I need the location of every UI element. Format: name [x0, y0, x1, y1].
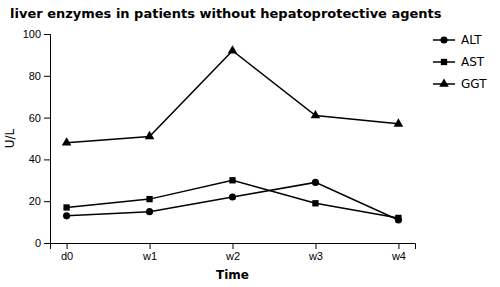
x-tick: w2: [225, 243, 240, 262]
marks: [62, 45, 403, 223]
point: [229, 177, 235, 183]
y-tick-label: 80: [29, 70, 41, 82]
x-tick-label: w2: [225, 250, 240, 262]
legend-symbol: [441, 59, 447, 65]
y-tick-mark: [44, 76, 50, 77]
y-tick: 0: [35, 237, 50, 249]
x-tick-label: w1: [142, 250, 157, 262]
point: [395, 215, 401, 221]
y-tick-mark: [44, 201, 50, 202]
legend-item: AST: [433, 55, 485, 69]
y-axis-line: [44, 35, 51, 244]
legend: ALT AST GGT: [433, 33, 487, 91]
point: [229, 193, 236, 200]
point: [145, 131, 155, 139]
x-tick: d0: [61, 243, 73, 262]
y-axis: 0 20 40 60 80 100: [23, 28, 51, 249]
y-tick-label: 40: [29, 153, 41, 165]
x-tick-mark: [233, 243, 234, 249]
x-tick-mark: [315, 243, 316, 249]
x-tick: w4: [391, 243, 406, 262]
title: liver enzymes in patients without hepato…: [10, 6, 442, 21]
y-tick: 80: [29, 70, 50, 82]
x-axis-title: Time: [216, 268, 249, 282]
series-line: [67, 51, 399, 143]
legend-symbol: [439, 78, 449, 86]
legend-symbol: [440, 36, 447, 43]
y-tick: 40: [29, 153, 50, 165]
plot: d0 w1 w2 w3 w4 0 20 40 60 80 100: [23, 28, 416, 262]
series-line: [67, 180, 399, 218]
y-tick: 100: [23, 28, 50, 40]
x-tick-mark: [398, 243, 399, 249]
y-tick-label: 20: [29, 195, 41, 207]
y-tick: 60: [29, 112, 50, 124]
y-axis-title: U/L: [3, 128, 17, 148]
y-tick-label: 0: [35, 237, 41, 249]
y-tick-mark: [44, 118, 50, 119]
legend-label: AST: [461, 55, 485, 69]
chart: d0 w1 w2 w3 w4 0 20 40 60 80 100 liver enzymes in p…: [0, 0, 500, 287]
point: [146, 196, 152, 202]
point: [228, 45, 238, 53]
point: [63, 212, 70, 219]
x-axis-line: [51, 244, 416, 250]
y-tick-mark: [44, 159, 50, 160]
point: [62, 137, 72, 145]
y-tick-mark: [44, 34, 50, 35]
point: [311, 110, 321, 118]
x-axis: d0 w1 w2 w3 w4: [51, 243, 416, 262]
x-tick-mark: [67, 243, 68, 249]
legend-item: GGT: [433, 77, 487, 91]
legend-item: ALT: [433, 33, 482, 47]
y-tick-label: 60: [29, 112, 41, 124]
x-tick-label: d0: [61, 250, 73, 262]
x-tick-mark: [150, 243, 151, 249]
point: [312, 179, 319, 186]
point: [394, 118, 404, 126]
y-tick: 20: [29, 195, 50, 207]
legend-label: ALT: [461, 33, 482, 47]
point: [63, 204, 69, 210]
y-tick-mark: [44, 243, 50, 244]
x-tick: w3: [308, 243, 323, 262]
x-tick-label: w4: [391, 250, 406, 262]
x-tick-label: w3: [308, 250, 323, 262]
legend-label: GGT: [461, 77, 487, 91]
point: [312, 200, 318, 206]
point: [146, 208, 153, 215]
y-tick-label: 100: [23, 28, 41, 40]
series-line: [67, 182, 399, 220]
x-tick: w1: [142, 243, 157, 262]
